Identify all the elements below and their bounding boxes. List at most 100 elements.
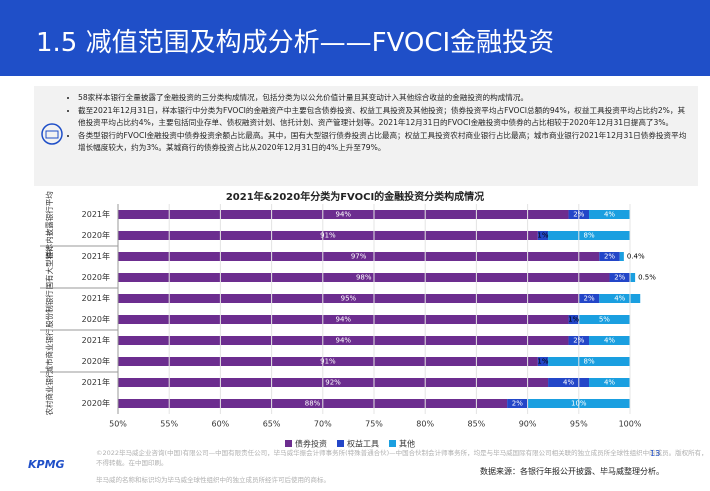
y-tick-label: 2020年 [82, 356, 110, 366]
legend-label: 权益工具 [347, 439, 379, 449]
bar-segment [578, 315, 630, 324]
x-tick-label: 90% [519, 420, 537, 429]
bar-segment [118, 315, 569, 324]
slide-title: 1.5 减值范围及构成分析——FVOCI金融投资 [36, 28, 555, 58]
value-label: 2% [583, 295, 594, 303]
data-source: 数据来源：各银行年报公开披露、毕马威整理分析。 [480, 467, 664, 476]
value-label: 92% [325, 379, 341, 387]
bar-segment [609, 273, 630, 282]
y-tick-label: 2021年 [82, 377, 110, 387]
bullet: 58家样本银行全量披露了金融投资的三分类构成情况，包括分类为以公允价值计量且其变… [78, 92, 690, 105]
value-label: 97% [351, 253, 367, 261]
bar-segment [578, 294, 600, 303]
group-label: 城市商业银行 [44, 328, 54, 373]
chart-title: 2021年&2020年分类为FVOCI的金融投资分类构成情况 [226, 190, 484, 203]
group-label: 国有大型银行 [44, 244, 54, 289]
y-tick-label: 2020年 [82, 314, 110, 324]
value-label: 0.5% [638, 274, 656, 282]
value-label: 5% [599, 316, 610, 324]
bar-segment [118, 252, 600, 261]
value-label: 4% [604, 337, 615, 345]
value-label: 2% [573, 211, 584, 219]
bar-segment [507, 399, 528, 408]
logo: KPMG [28, 458, 65, 471]
bar-segment [537, 231, 549, 240]
value-label: 94% [335, 337, 351, 345]
value-label: 4% [614, 295, 625, 303]
y-tick-label: 2020年 [82, 230, 110, 240]
x-tick-label: 80% [416, 420, 434, 429]
y-tick-label: 2021年 [82, 209, 110, 219]
value-label: 2% [573, 337, 584, 345]
value-label: 2% [614, 274, 625, 282]
bullet: 各类型银行的FVOCI金融投资中债券投资余额占比最高。其中，国有大型银行债券投资… [78, 130, 690, 155]
x-tick-label: 70% [314, 420, 332, 429]
chart: 2021年&2020年分类为FVOCI的金融投资分类构成情况 50% 55% 60%… [40, 190, 656, 449]
legend-swatch [285, 440, 292, 447]
copyright: ©2022毕马威企业咨询(中国)有限公司—中国有限责任公司，毕马威华振会计师事务… [96, 449, 708, 457]
bar-segment [537, 357, 549, 366]
bar-segment [599, 252, 620, 261]
value-label: 4% [604, 379, 615, 387]
value-label: 98% [356, 274, 372, 282]
bar-segment [619, 252, 624, 261]
value-label: 1% [537, 232, 548, 240]
header-band: 1.5 减值范围及构成分析——FVOCI金融投资 [0, 0, 710, 76]
icon [41, 123, 63, 145]
x-tick-label: 85% [468, 420, 486, 429]
y-tick-label: 2021年 [82, 335, 110, 345]
value-label: 88% [305, 400, 321, 408]
value-label: 4% [604, 211, 615, 219]
notes-box: 58家样本银行全量披露了金融投资的三分类构成情况，包括分类为以公允价值计量且其变… [34, 86, 698, 186]
value-label: 94% [335, 211, 351, 219]
x-tick-label: 95% [570, 420, 588, 429]
bar-segment [548, 357, 630, 366]
y-tick-label: 2021年 [82, 251, 110, 261]
bar-segment [548, 231, 630, 240]
value-label: 95% [341, 295, 357, 303]
y-tick-label: 2021年 [82, 293, 110, 303]
x-tick-label: 65% [263, 420, 281, 429]
value-label: 2% [512, 400, 523, 408]
legend-label: 其他 [399, 439, 415, 449]
value-label: 0.4% [627, 253, 645, 261]
bar-segment [118, 231, 538, 240]
bar-segment [118, 378, 549, 387]
value-label: 4% [563, 379, 574, 387]
value-label: 10% [571, 400, 587, 408]
value-label: 1% [537, 358, 548, 366]
value-label: 94% [335, 316, 351, 324]
x-tick-label: 75% [365, 420, 383, 429]
x-tick-label: 50% [109, 420, 127, 429]
bar-segment [118, 336, 569, 345]
x-tick-label: 100% [619, 420, 642, 429]
legend-label: 债券投资 [295, 439, 327, 449]
y-tick-label: 2020年 [82, 272, 110, 282]
value-label: 91% [320, 232, 336, 240]
bar-segment [118, 273, 610, 282]
bar-segment [599, 294, 641, 303]
bar-segment [589, 336, 630, 345]
value-label: 91% [320, 358, 336, 366]
bar-segment [589, 378, 630, 387]
page-number: 13 [650, 449, 661, 458]
group-label: 样本内披露银行平均 [44, 191, 54, 259]
value-label: 1% [568, 316, 579, 324]
group-label: 股份制银行 [44, 290, 54, 328]
value-label: 8% [583, 358, 594, 366]
trademark: 毕马威的名称和标识均为毕马威全球性组织中的独立成员所经许可后使用的商标。 [96, 476, 330, 484]
legend-swatch [389, 440, 396, 447]
bar-segment [630, 273, 636, 282]
bar-segment [568, 315, 579, 324]
bar-segment [118, 294, 579, 303]
bullet-list: 58家样本银行全量披露了金融投资的三分类构成情况，包括分类为以公允价值计量且其变… [66, 92, 690, 155]
bullet: 截至2021年12月31日，样本银行中分类为FVOCI的金融资产中主要包含债券投… [78, 105, 690, 130]
bar-segment [118, 210, 569, 219]
x-tick-label: 55% [160, 420, 178, 429]
bar-segment [118, 357, 538, 366]
bar-segment [118, 399, 508, 408]
value-label: 8% [583, 232, 594, 240]
group-label: 农村商业银行 [44, 370, 54, 415]
copyright-2: 不得转载。在中国印刷。 [96, 459, 168, 467]
